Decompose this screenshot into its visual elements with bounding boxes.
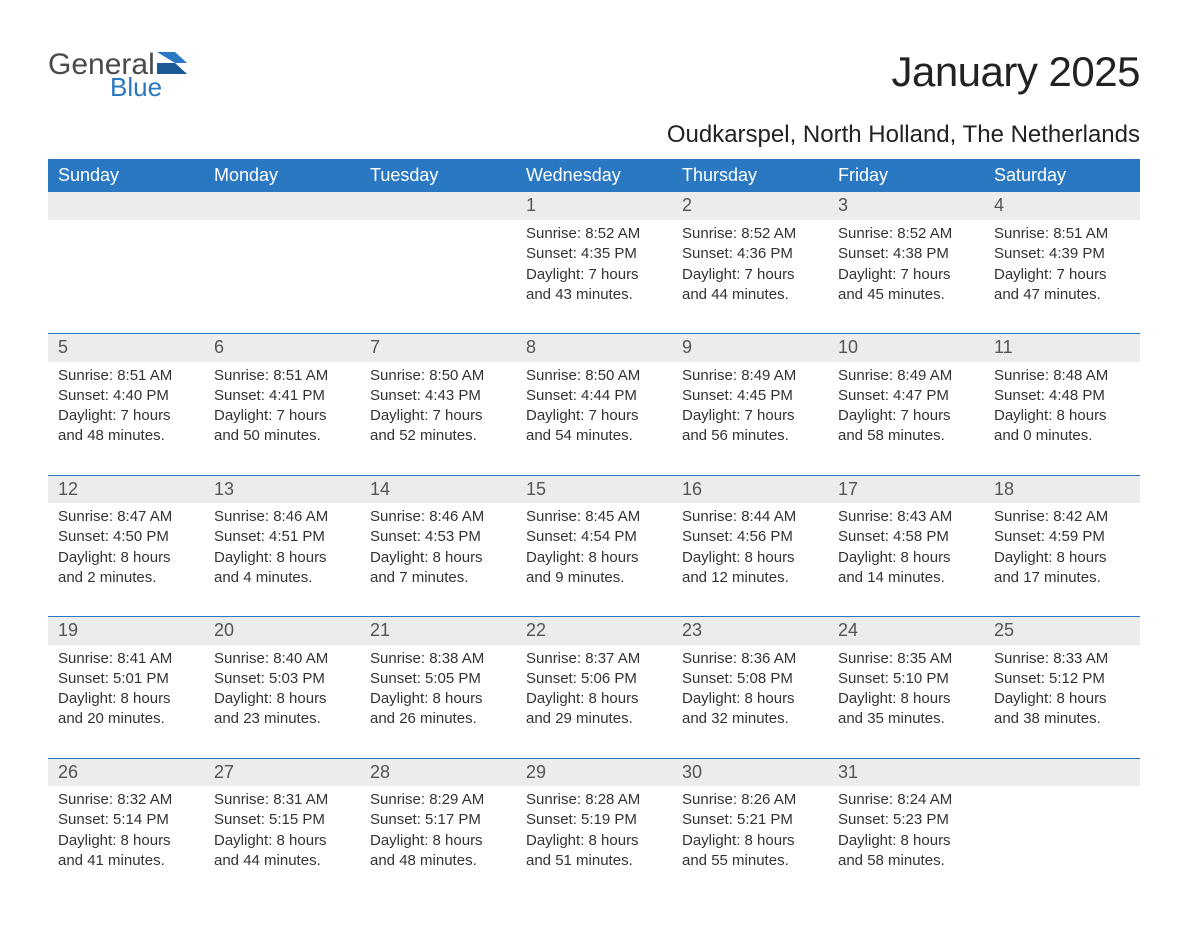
day-number-cell: 10 (828, 334, 984, 362)
day-detail-cell: Sunrise: 8:35 AMSunset: 5:10 PMDaylight:… (828, 645, 984, 759)
day-detail-cell: Sunrise: 8:49 AMSunset: 4:45 PMDaylight:… (672, 362, 828, 476)
day-detail-cell: Sunrise: 8:50 AMSunset: 4:44 PMDaylight:… (516, 362, 672, 476)
day-detail-cell: Sunrise: 8:38 AMSunset: 5:05 PMDaylight:… (360, 645, 516, 759)
detail-row: Sunrise: 8:41 AMSunset: 5:01 PMDaylight:… (48, 645, 1140, 759)
day-detail-cell: Sunrise: 8:33 AMSunset: 5:12 PMDaylight:… (984, 645, 1140, 759)
day-detail-cell: Sunrise: 8:24 AMSunset: 5:23 PMDaylight:… (828, 786, 984, 896)
day-number-cell: 15 (516, 475, 672, 503)
day-detail-cell: Sunrise: 8:45 AMSunset: 4:54 PMDaylight:… (516, 503, 672, 617)
calendar-table: Sunday Monday Tuesday Wednesday Thursday… (48, 159, 1140, 896)
month-title: January 2025 (891, 48, 1140, 96)
day-number-cell: 17 (828, 475, 984, 503)
day-number-cell: 21 (360, 617, 516, 645)
day-number-cell: 29 (516, 758, 672, 786)
day-number-cell: 6 (204, 334, 360, 362)
day-number-cell: 2 (672, 192, 828, 220)
detail-row: Sunrise: 8:32 AMSunset: 5:14 PMDaylight:… (48, 786, 1140, 896)
day-detail-cell: Sunrise: 8:52 AMSunset: 4:38 PMDaylight:… (828, 220, 984, 334)
day-number-cell: 31 (828, 758, 984, 786)
day-detail-cell: Sunrise: 8:46 AMSunset: 4:51 PMDaylight:… (204, 503, 360, 617)
day-detail-cell: Sunrise: 8:44 AMSunset: 4:56 PMDaylight:… (672, 503, 828, 617)
day-number-cell: 14 (360, 475, 516, 503)
day-number-cell: 28 (360, 758, 516, 786)
day-number-cell: 5 (48, 334, 204, 362)
day-number-cell: 19 (48, 617, 204, 645)
logo-text-blue: Blue (110, 72, 187, 103)
weekday-header: Sunday (48, 159, 204, 192)
day-number-cell: 13 (204, 475, 360, 503)
daynum-row: 19202122232425 (48, 617, 1140, 645)
day-detail-cell: Sunrise: 8:41 AMSunset: 5:01 PMDaylight:… (48, 645, 204, 759)
day-detail-cell: Sunrise: 8:37 AMSunset: 5:06 PMDaylight:… (516, 645, 672, 759)
day-number-cell: 3 (828, 192, 984, 220)
day-detail-cell (360, 220, 516, 334)
day-detail-cell: Sunrise: 8:26 AMSunset: 5:21 PMDaylight:… (672, 786, 828, 896)
day-number-cell (204, 192, 360, 220)
daynum-row: 567891011 (48, 334, 1140, 362)
day-detail-cell: Sunrise: 8:28 AMSunset: 5:19 PMDaylight:… (516, 786, 672, 896)
page-header: General Blue January 2025 (48, 48, 1140, 103)
weekday-header: Saturday (984, 159, 1140, 192)
day-number-cell: 18 (984, 475, 1140, 503)
day-number-cell: 30 (672, 758, 828, 786)
day-detail-cell: Sunrise: 8:46 AMSunset: 4:53 PMDaylight:… (360, 503, 516, 617)
day-detail-cell: Sunrise: 8:51 AMSunset: 4:41 PMDaylight:… (204, 362, 360, 476)
day-detail-cell: Sunrise: 8:29 AMSunset: 5:17 PMDaylight:… (360, 786, 516, 896)
day-number-cell: 24 (828, 617, 984, 645)
weekday-header: Friday (828, 159, 984, 192)
day-detail-cell: Sunrise: 8:47 AMSunset: 4:50 PMDaylight:… (48, 503, 204, 617)
day-number-cell: 4 (984, 192, 1140, 220)
daynum-row: 12131415161718 (48, 475, 1140, 503)
detail-row: Sunrise: 8:51 AMSunset: 4:40 PMDaylight:… (48, 362, 1140, 476)
day-detail-cell: Sunrise: 8:40 AMSunset: 5:03 PMDaylight:… (204, 645, 360, 759)
weekday-header: Wednesday (516, 159, 672, 192)
day-detail-cell (984, 786, 1140, 896)
day-number-cell: 9 (672, 334, 828, 362)
weekday-header: Thursday (672, 159, 828, 192)
weekday-header: Monday (204, 159, 360, 192)
day-number-cell (984, 758, 1140, 786)
day-number-cell: 26 (48, 758, 204, 786)
day-number-cell (48, 192, 204, 220)
day-detail-cell: Sunrise: 8:51 AMSunset: 4:40 PMDaylight:… (48, 362, 204, 476)
day-number-cell (360, 192, 516, 220)
day-detail-cell: Sunrise: 8:48 AMSunset: 4:48 PMDaylight:… (984, 362, 1140, 476)
day-detail-cell: Sunrise: 8:42 AMSunset: 4:59 PMDaylight:… (984, 503, 1140, 617)
day-detail-cell: Sunrise: 8:51 AMSunset: 4:39 PMDaylight:… (984, 220, 1140, 334)
day-number-cell: 25 (984, 617, 1140, 645)
day-number-cell: 23 (672, 617, 828, 645)
day-detail-cell (48, 220, 204, 334)
logo: General Blue (48, 48, 187, 103)
location-text: Oudkarspel, North Holland, The Netherlan… (48, 121, 1140, 149)
day-detail-cell: Sunrise: 8:52 AMSunset: 4:35 PMDaylight:… (516, 220, 672, 334)
weekday-header: Tuesday (360, 159, 516, 192)
weekday-header-row: Sunday Monday Tuesday Wednesday Thursday… (48, 159, 1140, 192)
day-detail-cell: Sunrise: 8:31 AMSunset: 5:15 PMDaylight:… (204, 786, 360, 896)
day-detail-cell: Sunrise: 8:43 AMSunset: 4:58 PMDaylight:… (828, 503, 984, 617)
day-number-cell: 8 (516, 334, 672, 362)
daynum-row: 262728293031 (48, 758, 1140, 786)
daynum-row: 1234 (48, 192, 1140, 220)
day-number-cell: 7 (360, 334, 516, 362)
day-number-cell: 22 (516, 617, 672, 645)
day-detail-cell: Sunrise: 8:32 AMSunset: 5:14 PMDaylight:… (48, 786, 204, 896)
day-number-cell: 20 (204, 617, 360, 645)
day-detail-cell: Sunrise: 8:36 AMSunset: 5:08 PMDaylight:… (672, 645, 828, 759)
detail-row: Sunrise: 8:47 AMSunset: 4:50 PMDaylight:… (48, 503, 1140, 617)
day-detail-cell: Sunrise: 8:49 AMSunset: 4:47 PMDaylight:… (828, 362, 984, 476)
day-detail-cell: Sunrise: 8:50 AMSunset: 4:43 PMDaylight:… (360, 362, 516, 476)
day-detail-cell: Sunrise: 8:52 AMSunset: 4:36 PMDaylight:… (672, 220, 828, 334)
day-number-cell: 16 (672, 475, 828, 503)
day-detail-cell (204, 220, 360, 334)
day-number-cell: 1 (516, 192, 672, 220)
day-number-cell: 27 (204, 758, 360, 786)
day-number-cell: 11 (984, 334, 1140, 362)
detail-row: Sunrise: 8:52 AMSunset: 4:35 PMDaylight:… (48, 220, 1140, 334)
day-number-cell: 12 (48, 475, 204, 503)
